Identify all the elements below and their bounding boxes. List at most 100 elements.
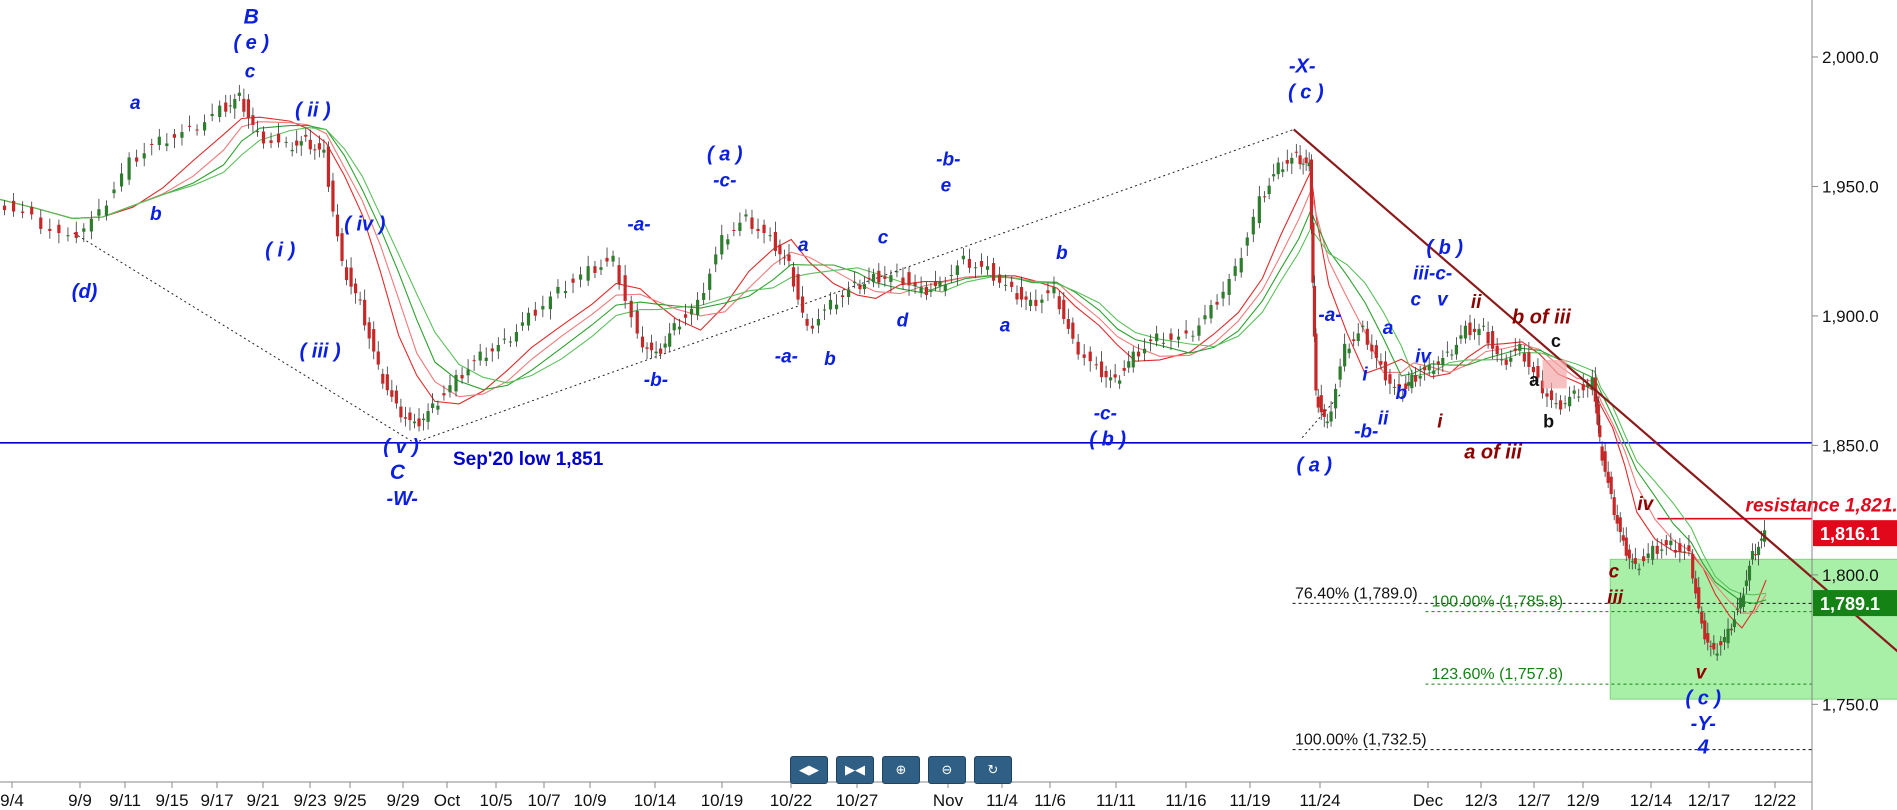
candle-body xyxy=(326,146,331,187)
candle-body xyxy=(1209,305,1213,319)
candle-body xyxy=(1669,540,1673,546)
candle-body xyxy=(1365,328,1369,345)
candle-body xyxy=(203,122,207,131)
chart-toolbar: ◀▶ ▶◀ ⊕ ⊖ ↻ xyxy=(790,756,1012,784)
wave-label: -b- xyxy=(936,150,960,171)
fit-width-icon: ◀▶ xyxy=(799,762,819,778)
candle-body xyxy=(520,322,525,326)
x-tick-label: 9/25 xyxy=(333,791,366,810)
wave-label: b xyxy=(1395,383,1407,404)
x-tick-label: 12/7 xyxy=(1517,791,1550,810)
candle-body xyxy=(649,342,654,351)
wave-label: c xyxy=(1410,290,1421,311)
candle-body xyxy=(1019,287,1024,300)
candle-body xyxy=(135,157,139,162)
candle-body xyxy=(1034,299,1038,306)
candle-body xyxy=(157,136,161,146)
candle-body xyxy=(1307,162,1311,167)
candle-body xyxy=(242,98,246,112)
candle-body xyxy=(548,296,552,310)
candle-body xyxy=(1612,497,1616,516)
wave-label: ( c ) xyxy=(1685,687,1721,709)
wave-label: ( c ) xyxy=(1288,81,1324,103)
wave-label: (d) xyxy=(72,281,98,303)
candle-body xyxy=(967,258,972,268)
candle-body xyxy=(460,374,464,379)
candle-body xyxy=(150,143,154,146)
reset-view-button[interactable]: ↻ xyxy=(974,756,1012,784)
candle-body xyxy=(1161,342,1166,344)
candle-body xyxy=(187,125,192,127)
wave-label: -a- xyxy=(1318,305,1341,326)
candle-body xyxy=(331,180,335,212)
candle-body xyxy=(702,292,706,300)
candle-body xyxy=(791,267,796,287)
candle-body xyxy=(478,351,482,361)
candle-body xyxy=(586,266,590,281)
candle-body xyxy=(867,277,871,280)
candle-body xyxy=(1531,366,1536,373)
candle-body xyxy=(571,278,575,283)
fit-chart-button[interactable]: ◀▶ xyxy=(790,756,828,784)
candle-body xyxy=(955,265,959,275)
candle-body xyxy=(901,277,905,285)
candle-body xyxy=(1040,299,1044,303)
candle-body xyxy=(1251,216,1255,235)
wave-label: c xyxy=(1551,331,1561,351)
candle-body xyxy=(1099,361,1104,378)
candle-body xyxy=(1401,395,1405,397)
candle-body xyxy=(1407,381,1411,386)
wave-label: iii-c- xyxy=(1413,264,1452,285)
candle-body xyxy=(317,143,321,150)
x-tick-label: 10/27 xyxy=(836,791,879,810)
candle-body xyxy=(1397,384,1401,391)
candle-body xyxy=(1678,543,1682,553)
candle-body xyxy=(773,232,777,251)
candle-body xyxy=(1379,361,1383,365)
candle-body xyxy=(228,105,232,107)
candle-body xyxy=(21,211,25,213)
candle-body xyxy=(858,284,862,290)
candle-body xyxy=(1131,351,1135,368)
candle-body xyxy=(30,206,34,215)
candle-body xyxy=(358,299,362,301)
price-label-text: 1,816.1 xyxy=(1820,524,1880,544)
x-tick-label: 11/4 xyxy=(986,791,1018,810)
candle-body xyxy=(979,261,984,267)
zoom-in-button[interactable]: ⊕ xyxy=(882,756,920,784)
zoom-out-icon: ⊖ xyxy=(941,762,953,778)
candle-body xyxy=(778,244,782,255)
candle-body xyxy=(104,205,109,216)
candle-body xyxy=(1109,377,1113,381)
candle-body xyxy=(322,149,326,153)
zoom-out-button[interactable]: ⊖ xyxy=(928,756,966,784)
candle-body xyxy=(1333,388,1338,409)
candle-body xyxy=(924,286,928,295)
candle-body xyxy=(611,255,615,262)
candle-body xyxy=(1319,395,1323,413)
wave-label: v xyxy=(1437,290,1449,311)
candle-body xyxy=(533,309,537,316)
x-tick-label: Nov xyxy=(933,791,964,810)
candle-body xyxy=(1094,364,1098,366)
reset-zoom-button[interactable]: ▶◀ xyxy=(836,756,874,784)
candle-body xyxy=(1370,344,1374,352)
candle-body xyxy=(800,296,805,313)
candle-body xyxy=(1468,322,1472,336)
candle-body xyxy=(1500,359,1504,361)
candle-body xyxy=(750,217,754,229)
candle-body xyxy=(556,286,560,294)
candle-body xyxy=(210,113,214,117)
wave-label: a xyxy=(130,93,141,114)
x-tick-label: 12/9 xyxy=(1566,791,1599,810)
candle-body xyxy=(1024,296,1028,300)
candle-body xyxy=(57,224,61,234)
candle-body xyxy=(1618,517,1622,533)
candle-body xyxy=(237,92,241,96)
candle-body xyxy=(1088,351,1092,362)
candle-body xyxy=(1603,451,1607,472)
fib-label: 76.40% (1,789.0) xyxy=(1295,585,1418,602)
candle-body xyxy=(1227,279,1231,295)
y-tick-label: 2,000.0 xyxy=(1822,48,1879,67)
